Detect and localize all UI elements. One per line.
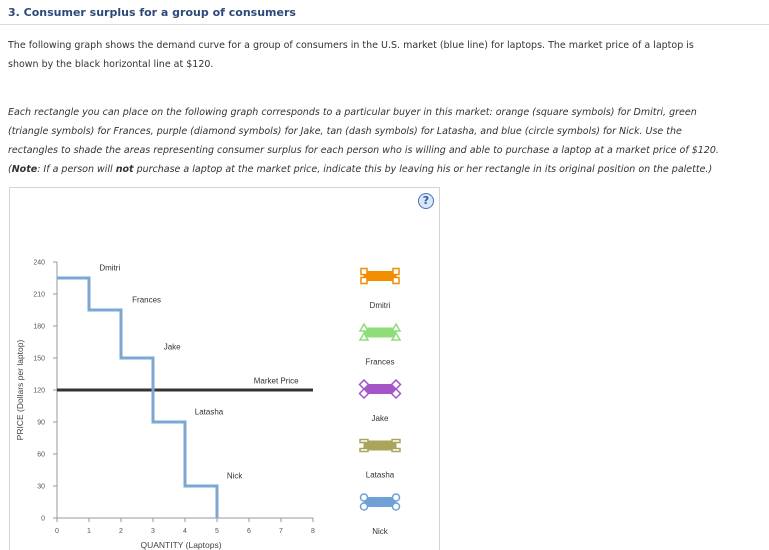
question-title: 3. Consumer surplus for a group of consu…: [8, 6, 296, 19]
instructions-line: rectangles to shade the areas representi…: [8, 145, 719, 156]
note-prefix: (: [8, 164, 12, 175]
instructions-line: (triangle symbols) for Frances, purple (…: [8, 126, 682, 137]
note-rest: purchase a laptop at the market price, i…: [133, 164, 713, 175]
intro-line: shown by the black horizontal line at $1…: [8, 59, 214, 70]
note-label: Note: [11, 164, 38, 175]
note-emphasis: not: [115, 164, 134, 175]
instructions-line: Each rectangle you can place on the foll…: [8, 107, 697, 118]
note-colon: : If a person will: [37, 164, 116, 175]
intro-paragraph: The following graph shows the demand cur…: [8, 36, 748, 74]
title-divider: [0, 24, 769, 25]
graph-panel: [9, 187, 440, 550]
help-icon[interactable]: ?: [418, 193, 434, 209]
intro-line: The following graph shows the demand cur…: [8, 40, 694, 51]
note-line: (Note: If a person will not purchase a l…: [8, 160, 748, 179]
instructions-paragraph: Each rectangle you can place on the foll…: [8, 103, 748, 179]
